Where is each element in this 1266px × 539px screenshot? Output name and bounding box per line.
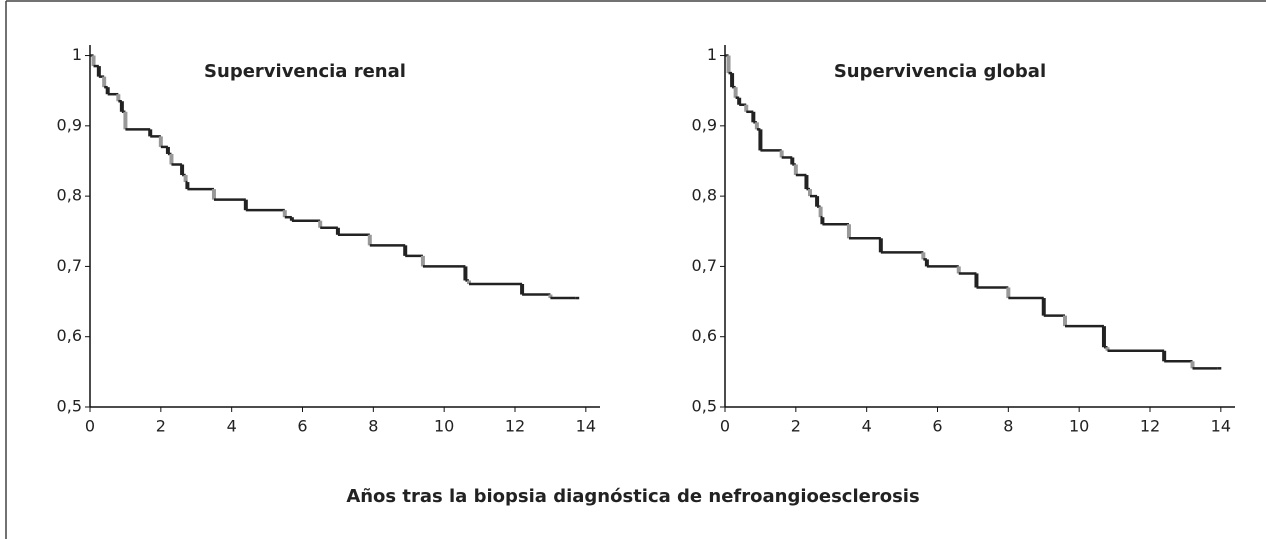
x-tick-label: 4 — [862, 417, 872, 436]
x-tick-label: 12 — [505, 417, 525, 436]
y-tick-label: 0,7 — [57, 256, 82, 275]
y-tick-label: 0,6 — [692, 326, 717, 345]
y-tick-label: 0,8 — [692, 186, 717, 205]
x-tick-label: 6 — [932, 417, 942, 436]
x-axis-label: Años tras la biopsia diagnóstica de nefr… — [346, 486, 919, 507]
x-tick-label: 2 — [791, 417, 801, 436]
x-tick-label: 10 — [434, 417, 454, 436]
x-tick-label: 4 — [227, 417, 237, 436]
y-tick-label: 0,5 — [692, 397, 717, 416]
x-tick-label: 8 — [368, 417, 378, 436]
y-tick-label: 1 — [72, 45, 82, 64]
x-tick-label: 8 — [1003, 417, 1013, 436]
y-tick-label: 0,7 — [692, 256, 717, 275]
y-tick-label: 0,9 — [692, 115, 717, 134]
x-tick-label: 0 — [720, 417, 730, 436]
y-tick-label: 0,9 — [57, 115, 82, 134]
y-tick-label: 0,8 — [57, 186, 82, 205]
chart-title: Supervivencia renal — [204, 61, 406, 82]
x-tick-label: 6 — [297, 417, 307, 436]
chart-title: Supervivencia global — [834, 61, 1046, 82]
x-tick-label: 12 — [1140, 417, 1160, 436]
y-tick-label: 1 — [707, 45, 717, 64]
y-tick-label: 0,5 — [57, 397, 82, 416]
x-tick-label: 14 — [576, 417, 596, 436]
x-tick-label: 10 — [1069, 417, 1089, 436]
y-tick-label: 0,6 — [57, 326, 82, 345]
x-tick-label: 0 — [85, 417, 95, 436]
x-tick-label: 2 — [156, 417, 166, 436]
x-tick-label: 14 — [1211, 417, 1231, 436]
